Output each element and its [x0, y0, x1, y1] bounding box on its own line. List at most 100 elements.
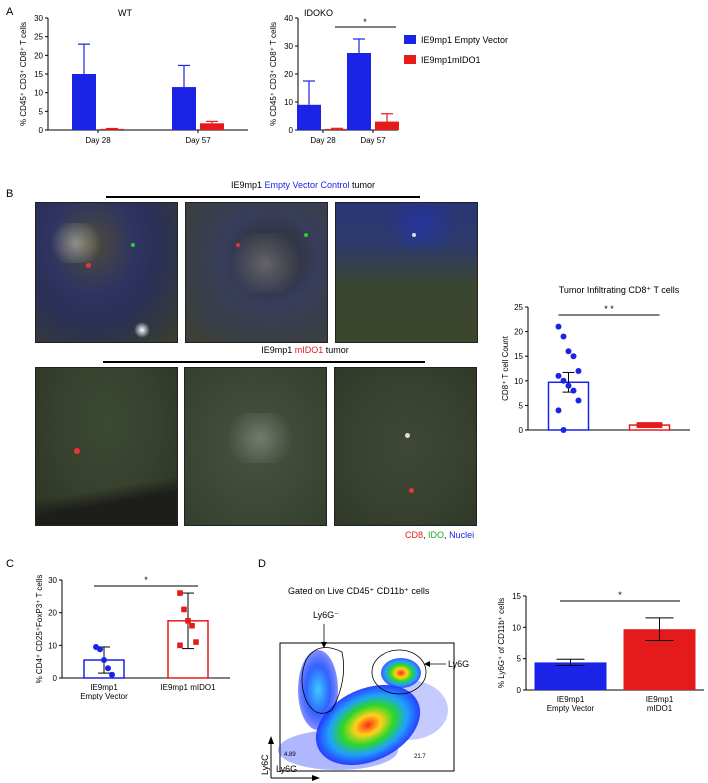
legend-swatch: [404, 55, 416, 64]
y-tick-label: 20: [34, 51, 43, 60]
micrograph-midot-1: [35, 367, 178, 526]
data-point: [555, 407, 562, 414]
x-tick-label: Day 28: [85, 136, 111, 145]
bottom-title-suffix: tumor: [323, 345, 349, 355]
data-point: [560, 377, 567, 384]
bar: [72, 74, 96, 130]
data-point: [185, 618, 191, 624]
data-point: [656, 422, 663, 428]
top-title-suffix: tumor: [349, 180, 376, 190]
y-tick-label: 5: [519, 401, 524, 410]
x-tick-label: Empty Vector: [80, 692, 128, 700]
data-point: [181, 606, 187, 613]
y-tick-label: 0: [53, 674, 58, 683]
data-point: [555, 372, 562, 379]
stain-legend-nuclei: Nuclei: [449, 530, 475, 540]
x-tick-label: Day 57: [185, 136, 211, 145]
y-tick-label: 25: [514, 303, 523, 312]
micrograph-empty-vector-3: [335, 202, 478, 343]
x-tick-label: IE9mp1: [557, 695, 585, 704]
gate-ly6g-neg: [301, 647, 345, 714]
top-title-prefix: IE9mp1: [230, 180, 265, 190]
y-tick-label: 15: [514, 352, 523, 361]
y-tick-label: 10: [514, 377, 523, 386]
bottom-title-prefix: IE9mp1: [261, 345, 295, 355]
bar: [534, 662, 607, 690]
x-tick-label: Empty Vector: [547, 704, 595, 713]
flow-cytometry-plot: Ly6G⁻ Ly6G⁺ 4.89 21.7 Ly6C Ly6G: [260, 610, 470, 781]
wt-bar-chart: WT 0 5 10 15 20 25 30 % CD45⁺ CD3⁺ CD8⁺ T cells D…: [19, 8, 248, 145]
x-tick-label: IE9mp1: [90, 683, 118, 692]
x-tick-label: mIDO1: [647, 704, 673, 713]
data-point: [101, 657, 107, 664]
x-tick-label: IE9mp1: [646, 695, 674, 704]
micrograph-empty-vector-1: [35, 202, 178, 343]
bar: [172, 87, 196, 130]
micrograph-midot-2: [184, 367, 327, 526]
y-tick-label: 15: [512, 592, 521, 601]
y-tick-label: 20: [514, 328, 523, 337]
panel-a-charts: WT 0 5 10 15 20 25 30 % CD45⁺ CD3⁺ CD8⁺ T cells D…: [19, 8, 508, 145]
data-point: [555, 323, 562, 330]
stain-legend-cd8: CD8: [405, 530, 424, 540]
panel-d-letter: D: [258, 558, 266, 570]
data-point: [565, 382, 572, 389]
significance-star: *: [618, 590, 622, 600]
x-tick-label: Day 57: [360, 136, 386, 145]
panel-a-legend: IE9mp1 Empty Vector IE9mp1mIDO1: [404, 35, 508, 65]
gate-ly6g-pos: [371, 649, 427, 695]
data-point: [636, 422, 643, 428]
y-tick-label: 0: [519, 426, 524, 435]
x-tick-label: Day 28: [310, 136, 336, 145]
y-tick-label: 20: [48, 609, 57, 618]
y-axis-label: CD8⁺ T cell Count: [501, 335, 510, 401]
flow-axis-y: Ly6C: [260, 754, 270, 775]
bar: [100, 128, 124, 130]
chart-title: WT: [118, 8, 132, 18]
y-tick-label: 20: [284, 70, 293, 79]
data-point: [193, 639, 199, 645]
bar: [347, 53, 371, 130]
data-point: [560, 427, 567, 433]
flow-value-right: 21.7: [414, 754, 426, 760]
y-tick-label: 10: [512, 623, 521, 632]
data-point: [575, 397, 582, 404]
y-tick-label: 15: [34, 70, 43, 79]
y-tick-label: 40: [284, 14, 293, 23]
data-point: [109, 671, 115, 678]
data-point: [560, 333, 567, 340]
legend-label: IE9mp1mIDO1: [421, 55, 481, 65]
data-point: [575, 367, 582, 374]
y-tick-label: 10: [34, 89, 43, 98]
y-tick-label: 5: [39, 107, 44, 116]
y-tick-label: 25: [34, 33, 43, 42]
significance-star: *: [144, 575, 148, 585]
data-point: [565, 348, 572, 355]
flow-population-ly6g-pos: [381, 658, 421, 688]
top-row-title: IE9mp1 Empty Vector Control tumor: [178, 180, 428, 190]
flow-population-main: [315, 684, 421, 766]
gate-ly6g-neg-label: Ly6G⁻: [313, 610, 339, 620]
y-tick-label: 10: [48, 641, 57, 650]
bar: [325, 128, 349, 130]
significance-star: *: [363, 17, 367, 27]
bar: [375, 121, 399, 130]
y-axis-label: % CD4⁺ CD25⁺FoxP3⁺ T cells: [35, 575, 44, 684]
top-row-divider: [106, 196, 420, 198]
y-tick-label: 0: [517, 686, 522, 695]
stain-legend: CD8, IDO, Nuclei: [405, 530, 475, 540]
data-point: [177, 642, 183, 649]
y-axis-label: % CD45⁺ CD3⁺ CD8⁺ T cells: [19, 22, 28, 126]
legend-label: IE9mp1 Empty Vector: [421, 35, 508, 45]
til-scatter-chart: Tumor Infiltrating CD8⁺ T cells 0 5 10 15 20 2…: [501, 285, 690, 435]
y-tick-label: 10: [284, 98, 293, 107]
y-tick-label: 30: [48, 576, 57, 585]
micrograph-midot-3: [334, 367, 477, 526]
data-point: [570, 387, 577, 394]
data-point: [651, 422, 658, 428]
panel-a-letter: A: [6, 6, 14, 18]
treg-scatter-chart: 0 10 20 30 % CD4⁺ CD25⁺FoxP3⁺ T cells IE9mp1E…: [35, 575, 230, 700]
stain-legend-ido: IDO: [428, 530, 445, 540]
chart-title: IDOKO: [304, 8, 333, 18]
